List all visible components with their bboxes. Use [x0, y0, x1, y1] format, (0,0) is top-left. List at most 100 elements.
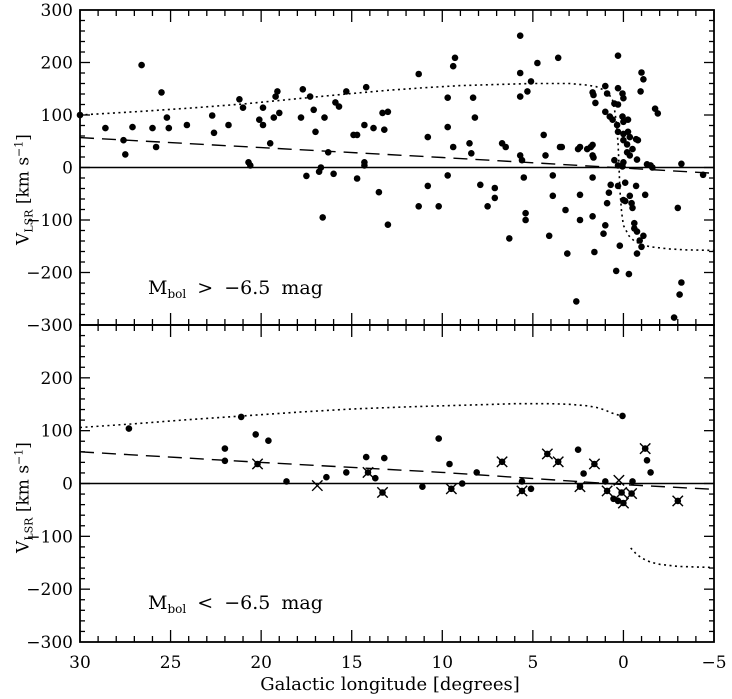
data-point: [647, 469, 654, 476]
cross-marker: [251, 458, 264, 470]
x-tick-label: 25: [160, 653, 182, 673]
y-tick-label: 200: [41, 369, 73, 389]
data-point: [353, 175, 361, 182]
data-point: [603, 90, 611, 97]
cross-marker: [639, 442, 651, 455]
y-tick-label: 300: [41, 1, 73, 21]
data-point: [573, 298, 580, 305]
annotation-sub: bol: [167, 602, 187, 616]
data-point: [236, 96, 243, 103]
data-point: [343, 88, 350, 95]
data-point: [609, 116, 616, 123]
data-point: [589, 174, 596, 181]
data-point: [636, 237, 643, 244]
data-point: [602, 478, 609, 485]
data-point: [208, 112, 216, 119]
data-point: [183, 121, 191, 129]
data-point: [637, 88, 644, 95]
data-point: [518, 156, 526, 164]
data-point: [626, 152, 634, 159]
data-point: [379, 109, 386, 117]
x-tick-label: 5: [527, 653, 538, 673]
annotation-sub: bol: [167, 287, 187, 301]
y-axis-label-text: V: [13, 540, 34, 553]
y-axis-label-sub: LSR: [22, 209, 36, 233]
data-point: [299, 86, 307, 93]
data-point: [576, 143, 584, 151]
data-point: [674, 204, 682, 212]
data-point: [534, 59, 541, 67]
cross-marker: [625, 487, 638, 500]
data-point: [306, 93, 314, 100]
data-point: [554, 54, 562, 62]
data-point: [678, 279, 685, 286]
data-point: [491, 184, 499, 192]
data-point: [353, 131, 361, 139]
data-point: [626, 133, 634, 141]
x-axis-label: Galactic longitude [degrees]: [260, 674, 520, 695]
data-point: [491, 194, 499, 202]
data-point: [266, 140, 274, 147]
data-point: [670, 314, 678, 321]
data-point: [444, 172, 452, 179]
data-point: [592, 99, 599, 107]
data-point: [255, 116, 263, 123]
data-point: [590, 91, 597, 99]
y-axis-label-text: [km s: [13, 156, 34, 210]
data-point: [602, 222, 609, 229]
data-point: [469, 94, 477, 101]
x-tick-label: 0: [618, 653, 629, 673]
data-point: [643, 457, 651, 464]
data-point: [321, 114, 328, 121]
data-point: [138, 61, 145, 69]
y-axis-label-sup: −1: [12, 140, 26, 157]
data-point: [506, 235, 513, 242]
data-point: [542, 152, 549, 159]
data-point: [471, 114, 479, 121]
data-point: [634, 136, 642, 144]
data-point: [259, 104, 267, 111]
data-point: [562, 206, 569, 214]
data-point: [76, 111, 84, 119]
data-point: [549, 192, 557, 200]
data-point: [624, 116, 632, 123]
cross-marker: [376, 486, 389, 499]
data-point: [312, 128, 319, 136]
data-point: [270, 114, 278, 121]
data-point: [435, 435, 443, 442]
data-point: [633, 228, 641, 235]
data-point: [614, 84, 622, 92]
data-point: [649, 164, 656, 171]
y-axis-label-sup: −1: [12, 448, 26, 465]
data-point: [640, 76, 647, 83]
dotted-rotation-curve: [79, 402, 621, 429]
data-point: [625, 270, 633, 278]
y-tick-label: −100: [26, 211, 73, 231]
y-axis-label-top: VLSR [km s−1]: [13, 70, 36, 310]
data-point: [361, 121, 368, 129]
data-point: [527, 78, 535, 85]
data-point: [612, 267, 620, 275]
cross-marker: [541, 448, 554, 460]
data-point: [633, 156, 641, 163]
data-point: [614, 101, 622, 108]
y-tick-label: −200: [26, 580, 73, 600]
data-point: [272, 93, 279, 100]
data-point: [654, 110, 662, 117]
data-point: [600, 230, 607, 237]
data-point: [540, 131, 547, 139]
data-point: [603, 199, 611, 207]
cross-marker: [496, 456, 508, 468]
data-point: [335, 103, 343, 110]
y-tick-label: 0: [62, 159, 73, 179]
data-point: [638, 69, 645, 76]
data-point: [626, 192, 634, 200]
data-point: [165, 124, 173, 132]
data-point: [564, 250, 571, 257]
y-tick-label: 0: [62, 475, 73, 495]
data-point: [620, 94, 627, 102]
data-point: [629, 204, 636, 212]
dotted-rotation-curve-tail: [630, 547, 715, 569]
data-point: [516, 32, 524, 39]
data-point: [444, 94, 452, 101]
